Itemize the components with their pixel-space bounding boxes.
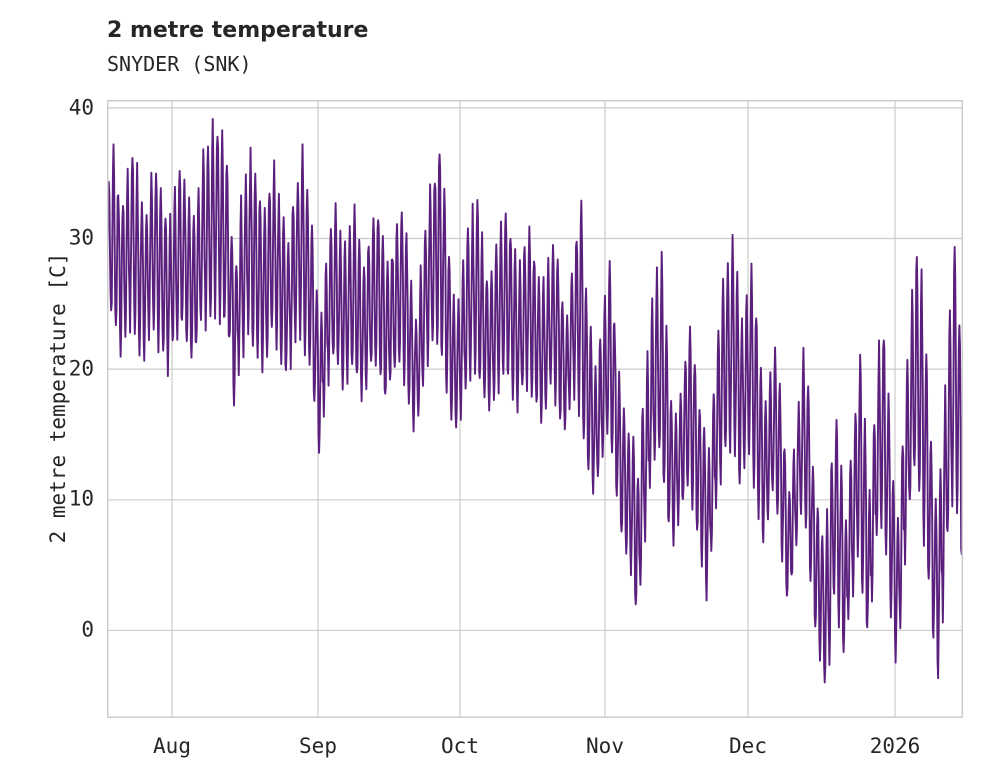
y-tick-label: 30 — [68, 225, 94, 250]
y-tick-label: 20 — [68, 356, 94, 381]
y-tick-label: 40 — [68, 95, 94, 120]
x-tick-label: Sep — [299, 734, 337, 758]
y-axis-tick-labels: 40 30 20 10 0 — [30, 0, 94, 782]
plot-area — [107, 100, 963, 718]
x-tick-label: Dec — [729, 734, 767, 758]
y-tick-label: 0 — [81, 617, 94, 642]
temperature-line — [107, 118, 963, 684]
x-tick-label: 2026 — [869, 734, 921, 758]
y-tick-label: 10 — [68, 486, 94, 511]
x-tick-label: Nov — [586, 734, 624, 758]
plot-border — [107, 100, 963, 718]
page-title: 2 metre temperature — [107, 18, 369, 43]
x-tick-label: Aug — [153, 734, 191, 758]
temperature-series — [107, 118, 963, 684]
temperature-line-chart — [107, 100, 963, 718]
gridlines — [107, 100, 963, 718]
chart-subtitle: SNYDER (SNK) — [107, 52, 252, 76]
x-tick-label: Oct — [441, 734, 479, 758]
